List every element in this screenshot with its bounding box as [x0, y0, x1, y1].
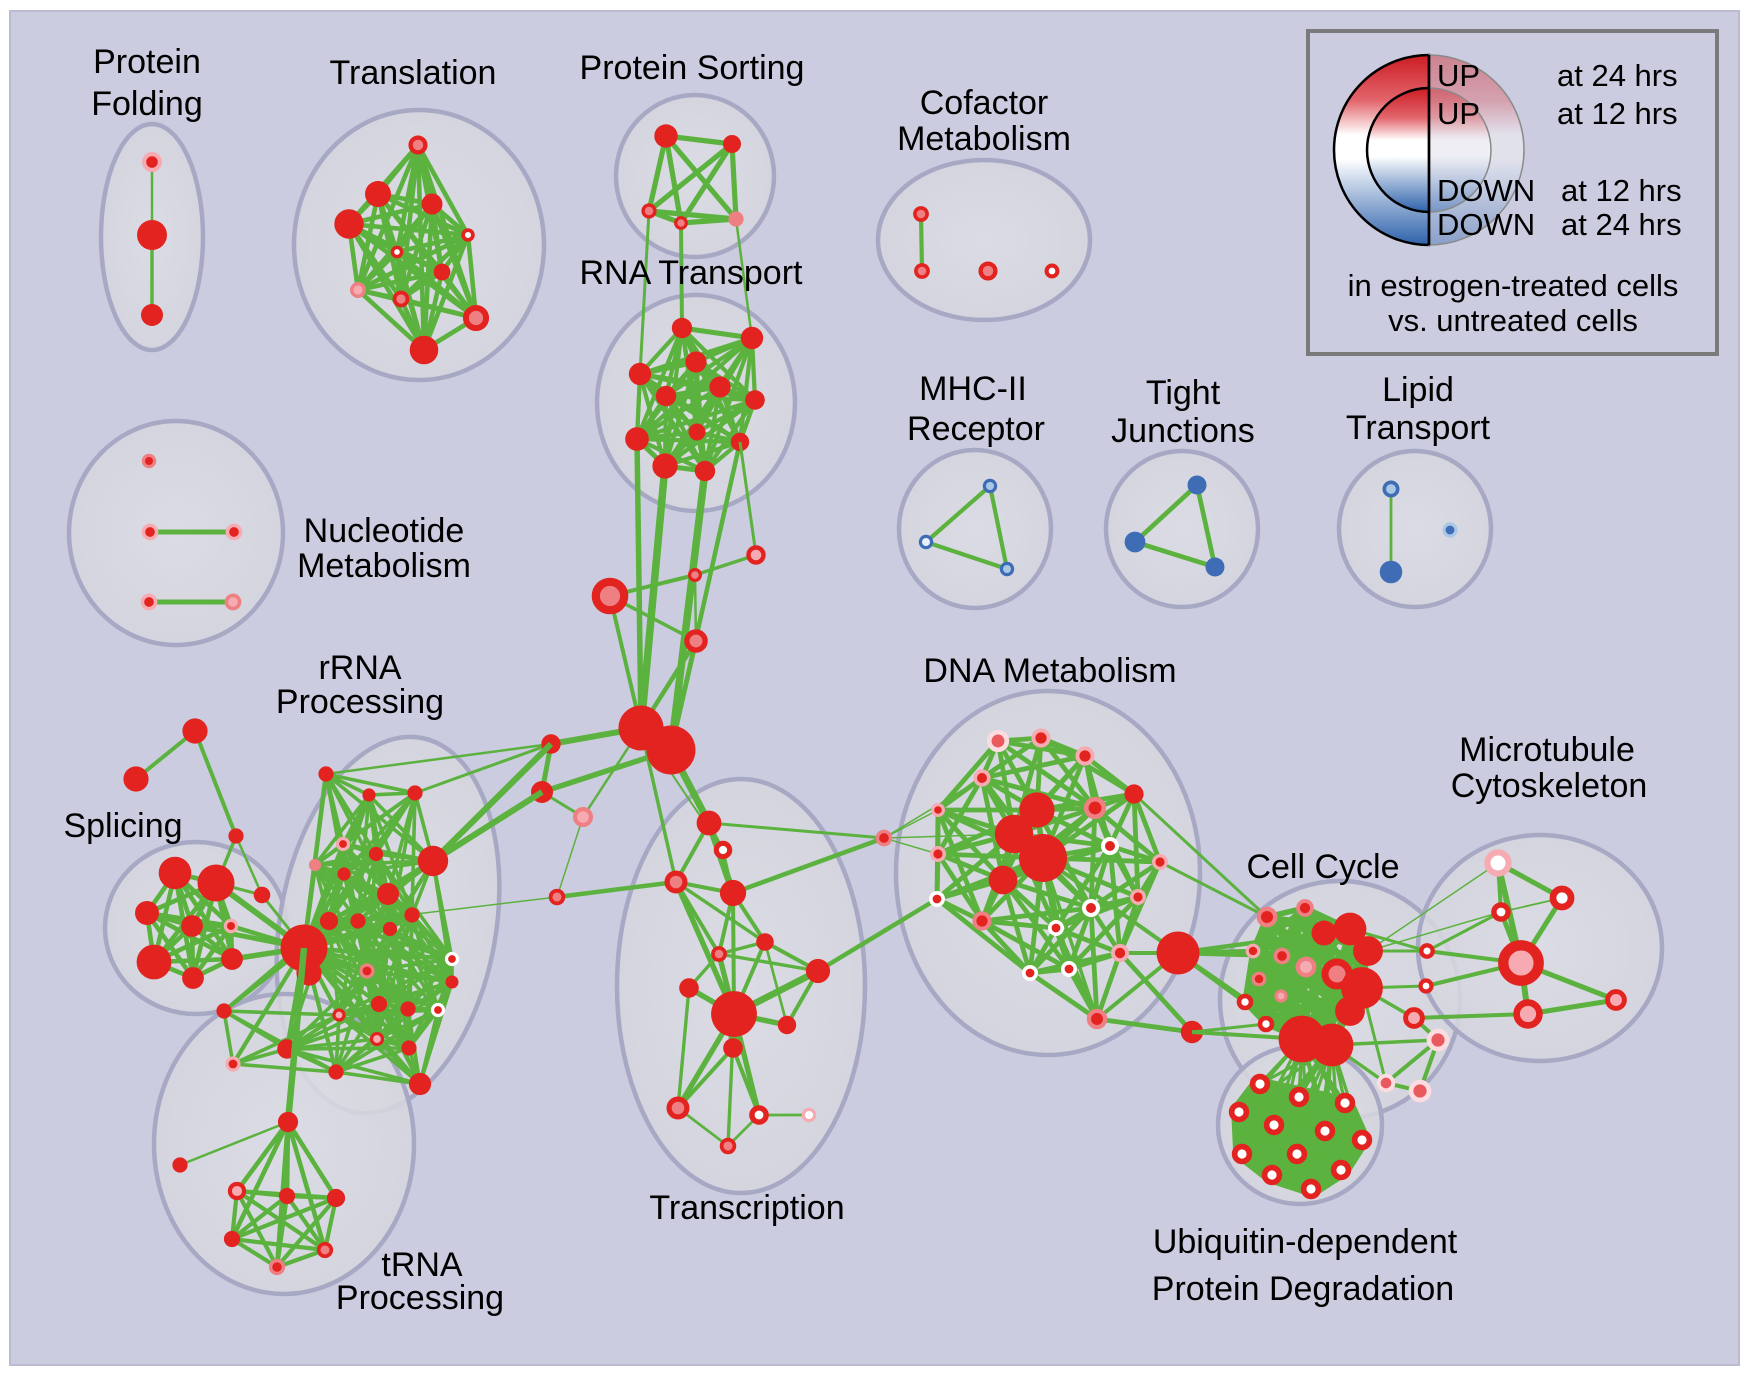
svg-text:Microtubule: Microtubule — [1459, 731, 1635, 769]
svg-text:at 12 hrs: at 12 hrs — [1561, 173, 1682, 208]
svg-text:Nucleotide: Nucleotide — [304, 512, 465, 550]
svg-text:Protein: Protein — [93, 43, 201, 81]
svg-text:Metabolism: Metabolism — [897, 120, 1071, 158]
svg-text:Translation: Translation — [330, 54, 497, 92]
svg-text:at 24 hrs: at 24 hrs — [1561, 207, 1682, 242]
svg-text:Processing: Processing — [336, 1279, 504, 1317]
svg-text:UP: UP — [1437, 96, 1480, 131]
svg-text:Processing: Processing — [276, 683, 444, 721]
svg-text:Protein Sorting: Protein Sorting — [580, 49, 805, 87]
svg-text:at 12 hrs: at 12 hrs — [1557, 96, 1678, 131]
svg-text:Metabolism: Metabolism — [297, 547, 471, 585]
svg-text:Lipid: Lipid — [1382, 371, 1454, 409]
svg-text:DOWN: DOWN — [1437, 173, 1535, 208]
svg-text:Tight: Tight — [1146, 374, 1221, 412]
svg-text:Protein Degradation: Protein Degradation — [1152, 1270, 1454, 1308]
svg-text:in estrogen-treated cells: in estrogen-treated cells — [1348, 268, 1679, 303]
svg-text:Transport: Transport — [1346, 409, 1491, 447]
svg-text:at 24 hrs: at 24 hrs — [1557, 58, 1678, 93]
svg-text:MHC-II: MHC-II — [919, 370, 1027, 408]
svg-text:UP: UP — [1437, 58, 1480, 93]
svg-text:Junctions: Junctions — [1111, 412, 1255, 450]
svg-text:Transcription: Transcription — [649, 1189, 844, 1227]
svg-text:Folding: Folding — [91, 85, 203, 123]
svg-text:Cofactor: Cofactor — [920, 84, 1049, 122]
svg-text:DNA Metabolism: DNA Metabolism — [923, 652, 1176, 690]
svg-text:Receptor: Receptor — [907, 410, 1045, 448]
svg-text:DOWN: DOWN — [1437, 207, 1535, 242]
svg-text:tRNA: tRNA — [381, 1246, 463, 1284]
svg-text:Splicing: Splicing — [63, 807, 182, 845]
svg-text:rRNA: rRNA — [318, 649, 401, 687]
svg-text:Cytoskeleton: Cytoskeleton — [1451, 767, 1648, 805]
svg-text:Ubiquitin-dependent: Ubiquitin-dependent — [1153, 1223, 1458, 1261]
svg-text:RNA Transport: RNA Transport — [580, 254, 804, 292]
svg-text:vs. untreated cells: vs. untreated cells — [1388, 303, 1638, 338]
svg-text:Cell Cycle: Cell Cycle — [1246, 848, 1399, 886]
